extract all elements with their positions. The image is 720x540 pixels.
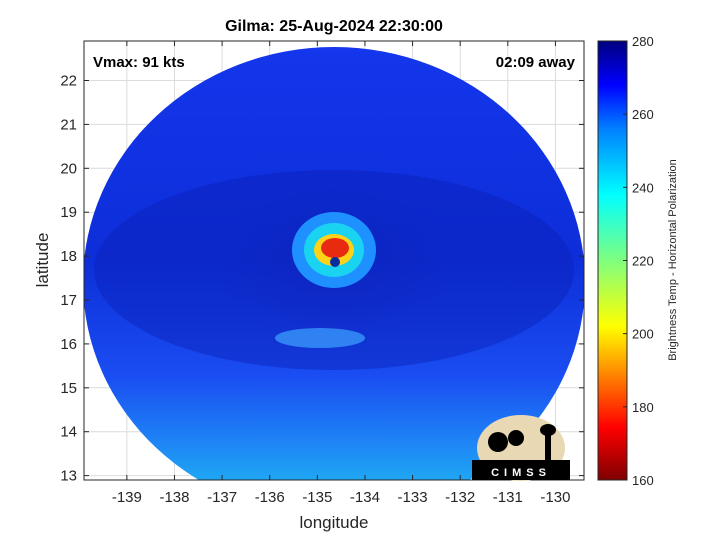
time-away-annotation: 02:09 away <box>496 54 576 71</box>
chart-title: Gilma: 25-Aug-2024 22:30:00 <box>225 18 443 35</box>
y-tick-label: 16 <box>60 336 77 353</box>
colorbar-tick-label: 180 <box>632 400 654 415</box>
y-tick-label: 19 <box>60 204 77 221</box>
logo-tower-top-icon <box>540 424 556 436</box>
colorbar-tick-label: 160 <box>632 473 654 488</box>
eye <box>330 257 340 267</box>
logo-tower-icon <box>545 432 551 462</box>
y-axis-label: latitude <box>33 233 52 288</box>
x-tick-label: -137 <box>207 489 237 506</box>
y-tick-label: 14 <box>60 424 77 441</box>
x-tick-label: -132 <box>445 489 475 506</box>
colorbar-tick-label: 240 <box>632 180 654 195</box>
x-tick-label: -133 <box>398 489 428 506</box>
colorbar-tick-label: 280 <box>632 34 654 49</box>
x-tick-label: -131 <box>493 489 523 506</box>
y-ticks: 13 14 15 16 17 18 19 20 21 22 <box>60 73 584 485</box>
colorbar-tick-label: 220 <box>632 254 654 269</box>
colorbar-tick-label: 200 <box>632 327 654 342</box>
logo-dish-left-icon <box>488 432 508 452</box>
y-tick-label: 15 <box>60 380 77 397</box>
plot-frame <box>83 40 585 481</box>
x-tick-label: -138 <box>159 489 189 506</box>
cimss-logo: CIMSS <box>472 415 570 481</box>
y-tick-label: 21 <box>60 116 77 133</box>
swath <box>84 47 584 480</box>
colorbar <box>597 40 628 481</box>
y-tick-label: 22 <box>60 73 77 90</box>
x-tick-label: -136 <box>255 489 285 506</box>
colorbar-tick-label: 260 <box>632 107 654 122</box>
y-tick-label: 17 <box>60 292 77 309</box>
colorbar-ticks: 160 180 200 220 240 260 280 <box>623 34 654 488</box>
x-tick-label: -130 <box>540 489 570 506</box>
logo-base <box>472 460 570 480</box>
y-tick-label: 20 <box>60 160 77 177</box>
vmax-annotation: Vmax: 91 kts <box>93 54 185 71</box>
y-tick-label: 18 <box>60 248 77 265</box>
logo-dish-right-icon <box>508 430 524 446</box>
x-axis-label: longitude <box>299 513 368 532</box>
y-tick-label: 13 <box>60 468 77 485</box>
x-ticks: -139 -138 -137 -136 -135 -134 -133 -132 -131 -130 <box>112 41 570 506</box>
x-tick-label: -134 <box>350 489 380 506</box>
eyewall-red <box>321 238 349 258</box>
x-tick-label: -139 <box>112 489 142 506</box>
x-tick-label: -135 <box>302 489 332 506</box>
colorbar-label: Brightness Temp - Horizontal Polarizatio… <box>667 159 679 361</box>
logo-text: CIMSS <box>491 467 551 479</box>
band-south <box>275 328 365 348</box>
